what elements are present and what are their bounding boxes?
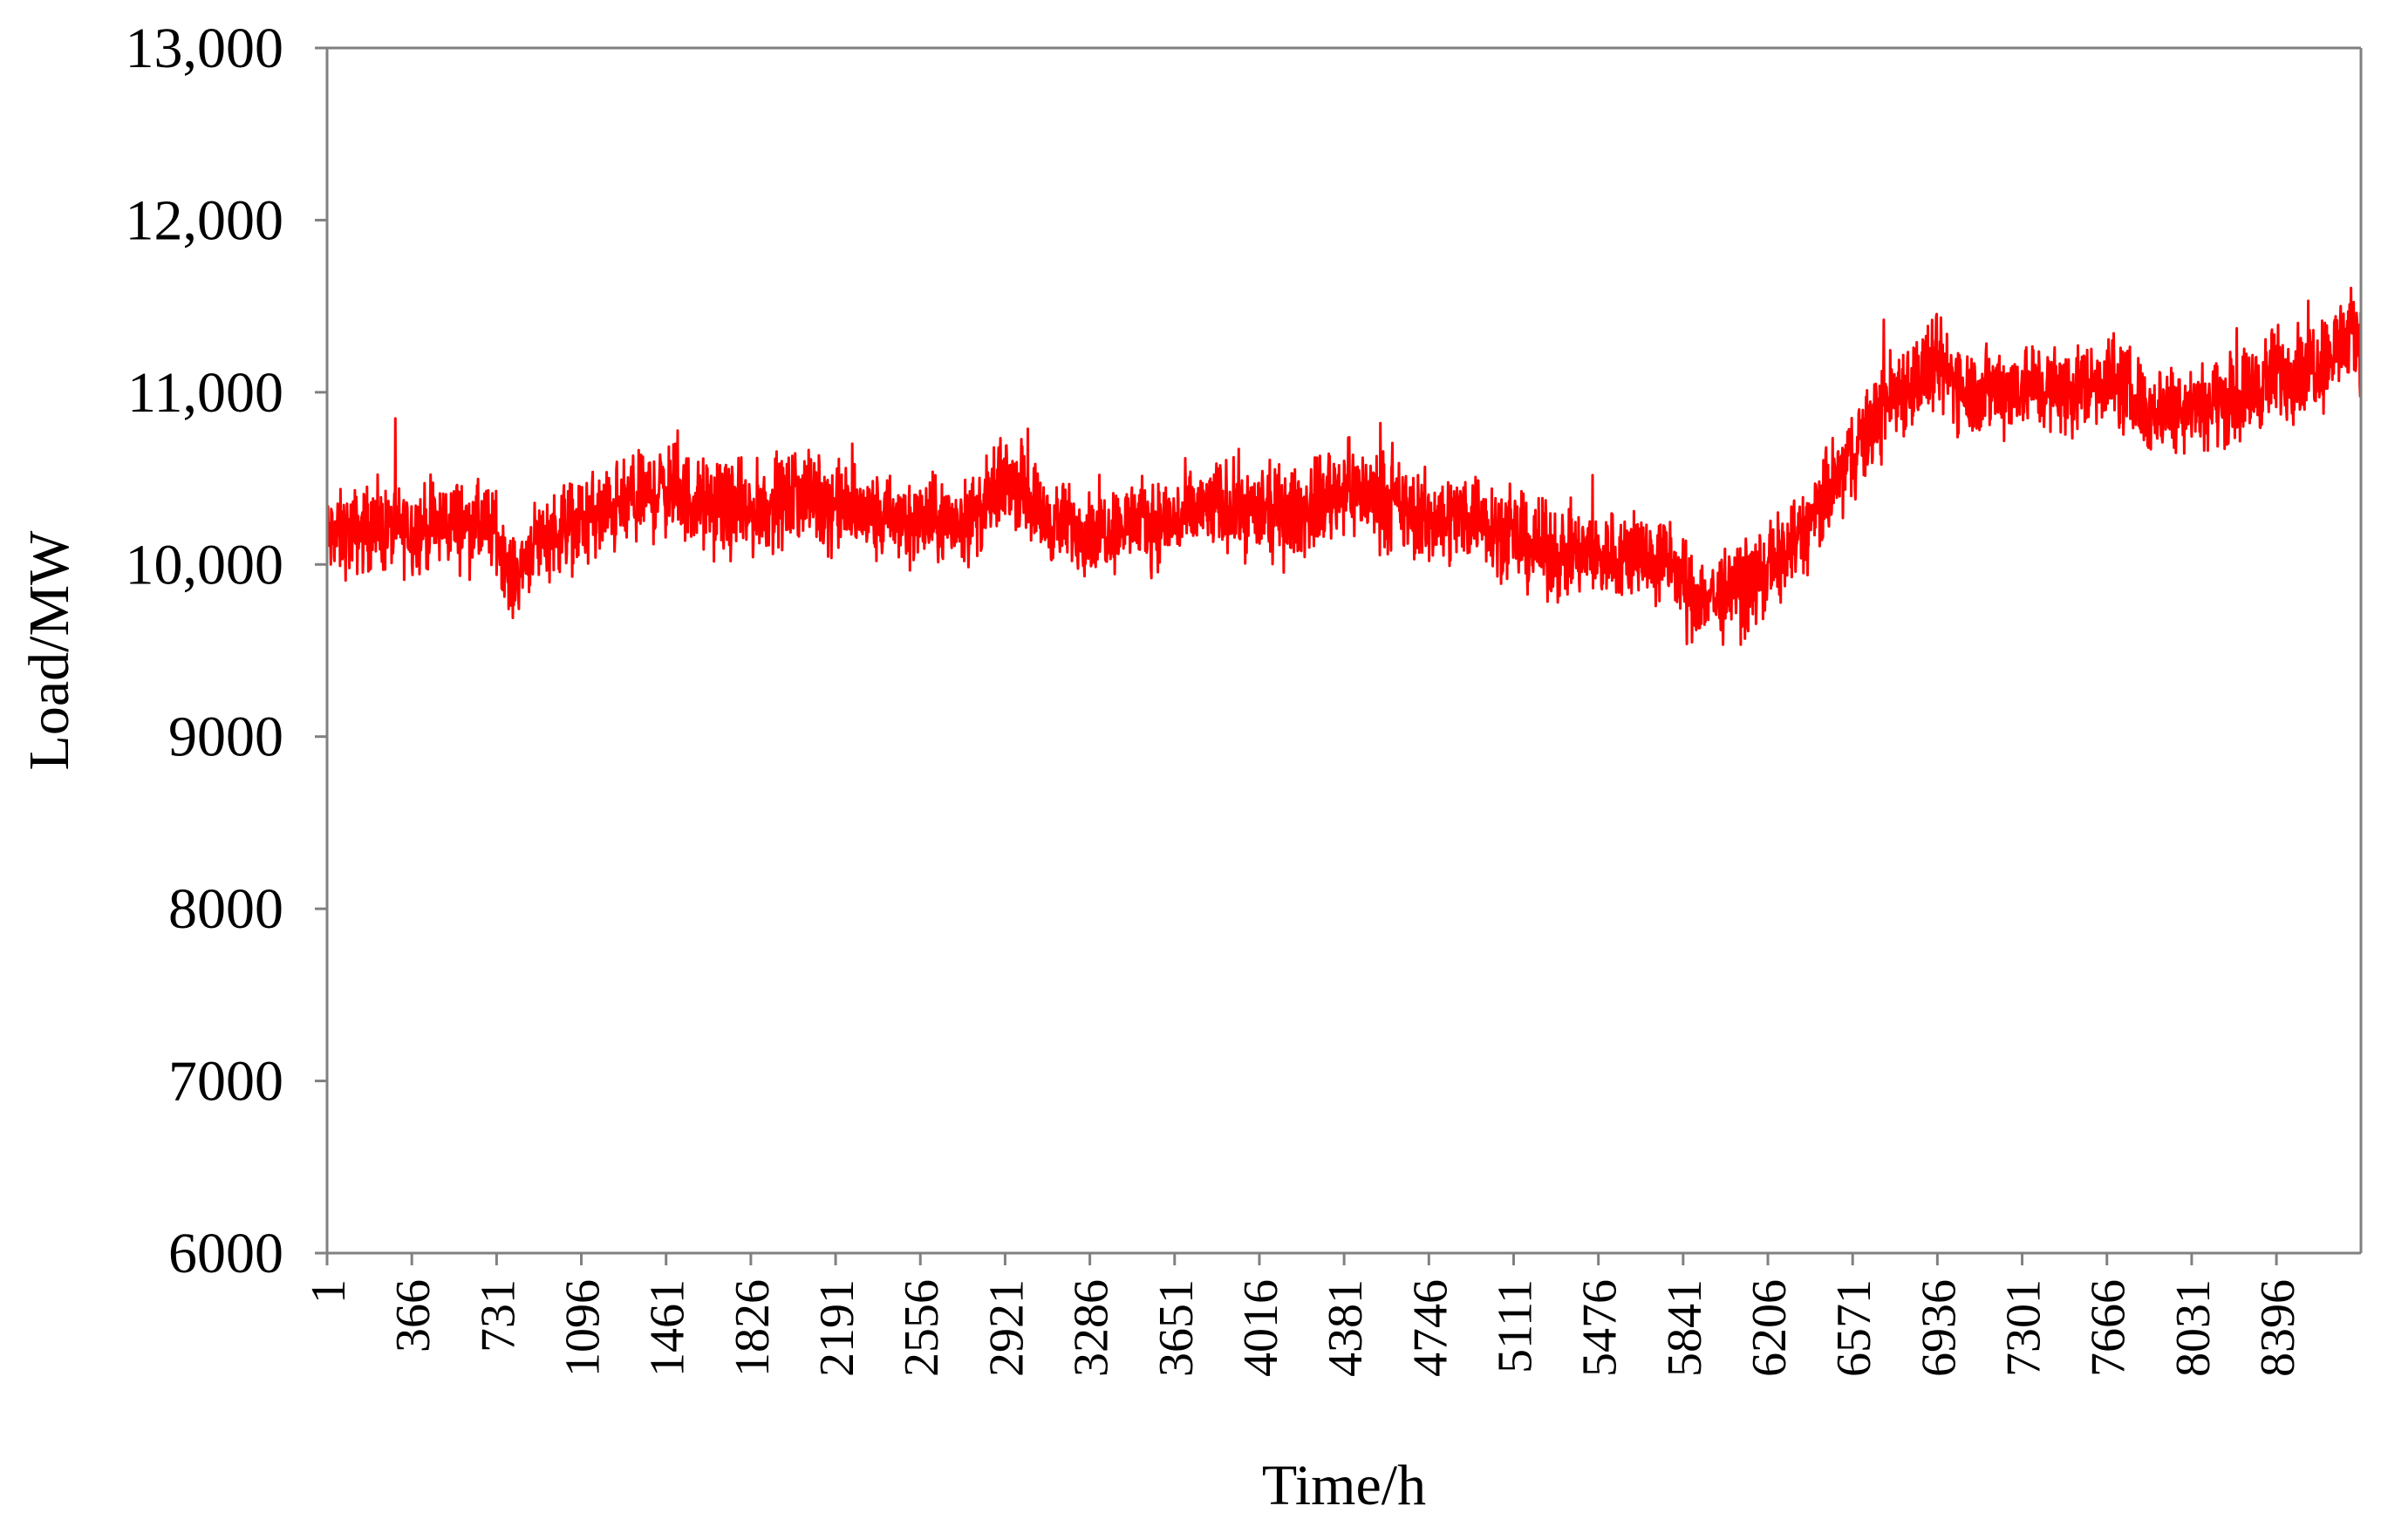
x-tick-label: 8396 (2251, 1279, 2305, 1377)
x-tick-label: 7666 (2082, 1279, 2136, 1377)
x-tick-label: 3286 (1065, 1279, 1119, 1377)
y-tick-label: 7000 (168, 1050, 283, 1114)
y-axis-title: Load/MW (17, 530, 81, 771)
x-tick-label: 6936 (1912, 1279, 1966, 1377)
y-ticks: 6000 7000 8000 9000 10,000 11,000 12,000 13,000 (126, 17, 327, 1285)
series-layer (325, 286, 2363, 646)
x-tick-label: 4381 (1319, 1279, 1373, 1377)
x-tick-label: 8031 (2166, 1279, 2221, 1377)
x-ticks: 1 366 731 1096 1461 1826 2191 2556 2921 3286 3651 4… (302, 1253, 2305, 1377)
x-tick-label: 2921 (979, 1279, 1034, 1377)
load-series-line (325, 286, 2363, 646)
x-tick-label: 5476 (1573, 1279, 1627, 1377)
y-tick-label: 11,000 (127, 361, 283, 425)
x-tick-label: 5111 (1488, 1279, 1542, 1373)
y-tick-label: 10,000 (126, 533, 284, 596)
x-tick-label: 7301 (1997, 1279, 2051, 1377)
x-tick-label: 1 (302, 1279, 356, 1304)
axes-layer (325, 46, 2363, 1255)
x-tick-label: 1826 (726, 1279, 780, 1377)
y-tick-label: 9000 (168, 705, 283, 769)
x-tick-label: 5841 (1658, 1279, 1712, 1377)
x-axis-title: Time/h (1262, 1454, 1426, 1517)
y-tick-label: 13,000 (126, 17, 284, 80)
x-tick-label: 366 (386, 1279, 440, 1353)
x-tick-label: 731 (471, 1279, 525, 1353)
y-tick-label: 8000 (168, 877, 283, 941)
x-tick-label: 4016 (1234, 1279, 1288, 1377)
x-tick-label: 1096 (556, 1279, 611, 1377)
x-tick-label: 6206 (1743, 1279, 1797, 1377)
y-tick-label: 6000 (168, 1222, 283, 1285)
x-tick-label: 2191 (810, 1279, 864, 1377)
x-tick-label: 6571 (1827, 1279, 1881, 1377)
y-tick-label: 12,000 (126, 188, 284, 252)
x-tick-label: 3651 (1150, 1279, 1204, 1377)
x-tick-label: 2556 (895, 1279, 949, 1377)
x-tick-label: 4746 (1403, 1279, 1457, 1377)
x-tick-label: 1461 (641, 1279, 695, 1377)
